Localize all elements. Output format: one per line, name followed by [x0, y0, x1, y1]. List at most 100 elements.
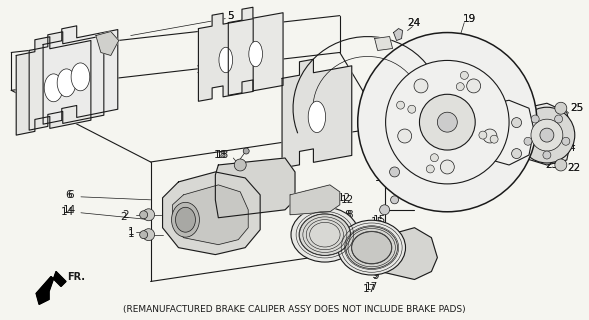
Circle shape	[555, 102, 567, 114]
Text: 22: 22	[567, 163, 580, 173]
Polygon shape	[43, 26, 118, 124]
Circle shape	[438, 112, 457, 132]
Text: 19: 19	[462, 14, 476, 24]
Circle shape	[396, 101, 405, 109]
Circle shape	[466, 79, 481, 93]
Text: 23: 23	[545, 160, 558, 170]
Ellipse shape	[71, 63, 90, 91]
Text: 8: 8	[346, 210, 353, 220]
Text: 13: 13	[329, 123, 342, 133]
Circle shape	[490, 135, 498, 143]
Circle shape	[243, 148, 249, 154]
Ellipse shape	[346, 227, 398, 268]
Polygon shape	[96, 32, 119, 55]
Ellipse shape	[171, 202, 200, 237]
Circle shape	[389, 167, 399, 177]
Polygon shape	[477, 100, 534, 165]
Circle shape	[512, 148, 522, 159]
Polygon shape	[16, 37, 91, 135]
Circle shape	[543, 151, 551, 159]
Ellipse shape	[44, 74, 63, 102]
Text: 5: 5	[227, 11, 234, 20]
Circle shape	[386, 60, 509, 184]
Circle shape	[431, 154, 438, 162]
Text: 8: 8	[345, 210, 351, 220]
Circle shape	[531, 119, 563, 151]
Polygon shape	[517, 103, 572, 165]
Circle shape	[140, 231, 148, 239]
Text: 1: 1	[127, 229, 134, 239]
Text: 7: 7	[396, 250, 403, 260]
Circle shape	[441, 160, 454, 174]
Ellipse shape	[338, 220, 405, 275]
Text: (REMANUFACTURED BRAKE CALIPER ASSY DOES NOT INCLUDE BRAKE PADS): (REMANUFACTURED BRAKE CALIPER ASSY DOES …	[123, 305, 465, 314]
Ellipse shape	[352, 232, 392, 264]
Circle shape	[398, 129, 412, 143]
Text: 3: 3	[484, 138, 491, 148]
Text: 20: 20	[316, 135, 329, 145]
Text: 17: 17	[365, 230, 378, 240]
Text: 26: 26	[405, 57, 418, 68]
Text: 20: 20	[316, 135, 329, 145]
Circle shape	[479, 131, 487, 139]
Text: 6: 6	[65, 190, 72, 200]
Circle shape	[524, 137, 532, 145]
Polygon shape	[198, 13, 253, 101]
Circle shape	[140, 211, 148, 219]
Text: 18: 18	[214, 150, 227, 160]
Text: 19: 19	[462, 14, 476, 24]
Circle shape	[531, 115, 539, 123]
Circle shape	[481, 148, 491, 159]
Text: 24: 24	[407, 18, 420, 28]
Polygon shape	[375, 36, 393, 51]
Text: 16: 16	[375, 173, 388, 183]
Circle shape	[143, 209, 154, 221]
Text: 17: 17	[365, 283, 378, 292]
Polygon shape	[290, 185, 340, 215]
Circle shape	[461, 71, 468, 79]
Polygon shape	[393, 28, 402, 41]
Text: 9: 9	[372, 271, 379, 282]
Text: 2: 2	[123, 210, 129, 220]
Ellipse shape	[176, 207, 196, 232]
Text: 7: 7	[398, 252, 405, 261]
Circle shape	[456, 83, 464, 91]
Text: 10: 10	[237, 59, 250, 68]
Ellipse shape	[249, 41, 263, 67]
Circle shape	[414, 79, 428, 93]
Circle shape	[358, 33, 537, 212]
Circle shape	[555, 159, 567, 171]
Text: 25: 25	[570, 103, 583, 113]
Text: 14: 14	[62, 205, 75, 215]
Circle shape	[512, 118, 522, 128]
Polygon shape	[36, 271, 66, 304]
Polygon shape	[282, 59, 352, 168]
Text: 14: 14	[60, 207, 74, 217]
Text: 11: 11	[198, 63, 212, 73]
Text: 25: 25	[570, 103, 583, 113]
Circle shape	[419, 94, 475, 150]
Text: 6: 6	[68, 190, 74, 200]
Circle shape	[540, 128, 554, 142]
Ellipse shape	[308, 101, 326, 132]
Text: 16: 16	[375, 173, 388, 183]
Ellipse shape	[57, 69, 76, 97]
Circle shape	[426, 165, 434, 173]
Text: 18: 18	[216, 150, 229, 160]
Polygon shape	[229, 7, 283, 95]
Circle shape	[143, 229, 154, 241]
Ellipse shape	[219, 47, 233, 73]
Polygon shape	[163, 172, 260, 255]
Text: 23: 23	[545, 160, 558, 170]
Text: 22: 22	[567, 163, 580, 173]
Polygon shape	[216, 158, 295, 218]
Text: 4: 4	[568, 140, 575, 150]
Text: FR.: FR.	[67, 273, 85, 283]
Text: 9: 9	[371, 269, 378, 279]
Text: 17: 17	[363, 284, 376, 294]
Text: 11: 11	[196, 65, 209, 76]
Text: 24: 24	[407, 18, 420, 28]
Text: 21: 21	[388, 160, 401, 170]
Text: 21: 21	[388, 160, 401, 170]
Ellipse shape	[299, 214, 351, 256]
